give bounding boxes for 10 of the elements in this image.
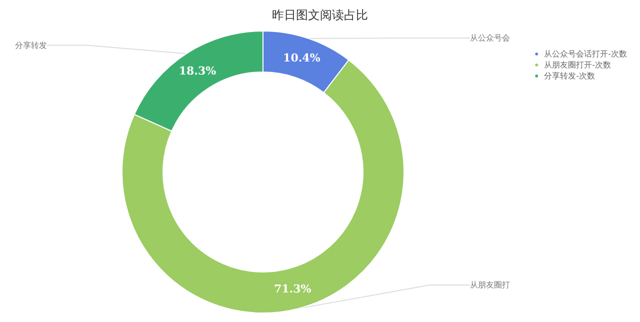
data-label: 18.3% [178,64,217,78]
legend-label: 从朋友圈打开-次数 [544,60,612,70]
legend-label: 分享转发-次数 [544,72,596,80]
text: 从朋友圈打 [470,280,510,290]
chart-title: 昨日图文阅读占比 [272,8,368,22]
text: 分享转发 [15,40,47,50]
legend-label: 从公众号会话打开-次数 [544,50,628,58]
text: 从公众号会 [470,34,510,42]
data-label: 10.4% [283,51,321,64]
data-label: 71.3% [274,282,312,296]
